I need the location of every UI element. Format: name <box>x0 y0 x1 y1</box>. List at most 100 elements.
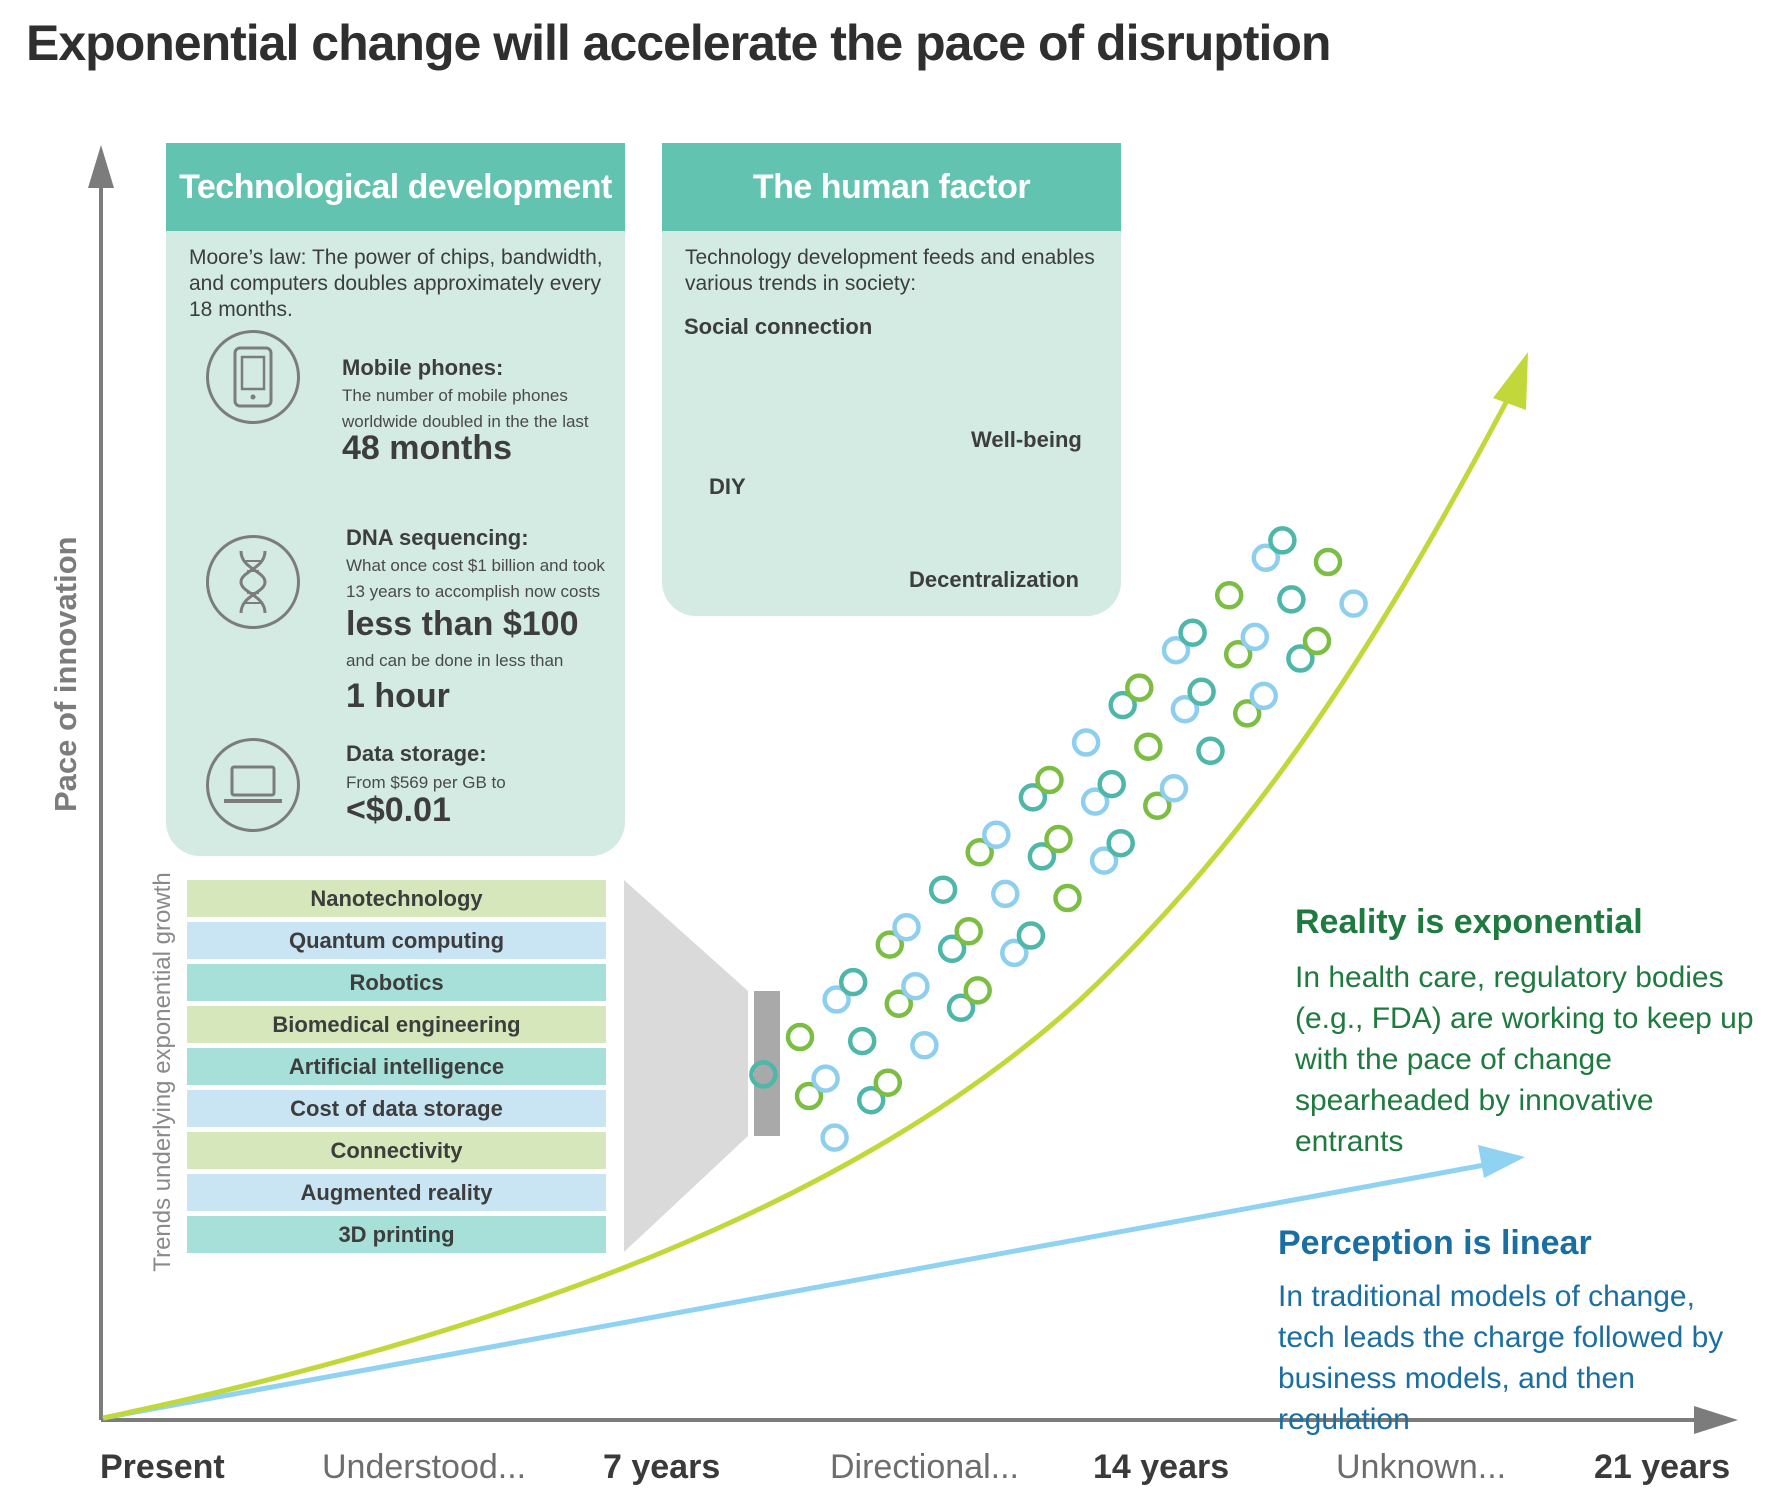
innovation-dot <box>928 875 958 904</box>
trend-row-biomedical-engineering: Biomedical engineering <box>187 1006 606 1043</box>
perception-body: In traditional models of change, tech le… <box>1278 1280 1724 1436</box>
innovation-dot <box>963 976 992 1005</box>
innovation-dot <box>1161 635 1191 665</box>
x-tick-21-years: 21 years <box>1594 1448 1731 1486</box>
innovation-dot <box>892 912 921 942</box>
trend-row-connectivity: Connectivity <box>187 1132 606 1169</box>
innovation-dot <box>749 1060 778 1089</box>
innovation-dot <box>1286 644 1315 673</box>
data-storage-value: <$0.01 <box>346 791 451 829</box>
innovation-dot <box>873 1068 903 1097</box>
innovation-dot <box>1018 783 1048 812</box>
diy-label: DIY <box>709 474 746 499</box>
innovation-dot <box>1196 736 1225 766</box>
innovation-dot <box>1277 585 1306 614</box>
y-axis-arrowhead <box>88 145 114 188</box>
trend-row-augmented-reality: Augmented reality <box>187 1174 606 1211</box>
mobile-phones-value: 48 months <box>342 429 513 467</box>
y-axis-label: Pace of innovation <box>48 536 83 812</box>
page-title: Exponential change will accelerate the p… <box>26 15 1331 71</box>
dna-text-2: and can be done in less than <box>346 651 564 670</box>
innovation-dot <box>1080 787 1110 816</box>
reality-heading: Reality is exponential <box>1295 903 1643 941</box>
trend-row-nanotechnology: Nanotechnology <box>187 880 606 917</box>
perception-line <box>102 1161 1491 1421</box>
innovation-dot <box>1302 626 1332 656</box>
innovation-dot <box>965 838 994 867</box>
innovation-dot <box>1143 791 1172 820</box>
human-factor-panel: The human factor Technology development … <box>662 143 1121 616</box>
dna-cost-value: less than $100 <box>346 605 579 643</box>
trend-row-robotics: Robotics <box>187 964 606 1001</box>
innovation-dot <box>1214 581 1244 610</box>
innovation-dot <box>1108 690 1137 720</box>
human-factor-header: The human factor <box>662 143 1121 231</box>
innovation-dot <box>1000 938 1029 968</box>
innovation-dot <box>856 1085 886 1115</box>
reality-arrowhead <box>1493 352 1528 410</box>
innovation-dot <box>838 967 868 997</box>
funnel-shape <box>624 880 748 1252</box>
innovation-dot <box>811 1064 840 1093</box>
reality-body: In health care, regulatory bodies (e.g.,… <box>1295 961 1754 1158</box>
dna-icon <box>206 535 300 629</box>
innovation-dot <box>901 971 930 1001</box>
x-tick-7-years: 7 years <box>603 1448 721 1486</box>
perception-arrowhead <box>1478 1145 1525 1178</box>
innovation-dot <box>1232 699 1262 728</box>
x-tick-directional: Directional... <box>830 1448 1019 1486</box>
innovation-dot <box>847 1026 877 1056</box>
x-tick-14-years: 14 years <box>1093 1448 1230 1486</box>
innovation-dot <box>875 930 905 959</box>
trend-row-artificial-intelligence: Artificial intelligence <box>187 1048 606 1085</box>
tech-panel-intro: Moore’s law: The power of chips, bandwid… <box>189 246 603 321</box>
innovation-dot <box>1268 526 1297 555</box>
dna-time-value: 1 hour <box>346 677 450 715</box>
innovation-dot <box>1027 842 1057 871</box>
dna-heading: DNA sequencing: <box>346 525 529 550</box>
decentralization-label: Decentralization <box>909 567 1079 592</box>
innovation-dot <box>1106 828 1135 858</box>
innovation-dot <box>937 934 967 964</box>
trend-row-cost-of-data-storage: Cost of data storage <box>187 1090 606 1127</box>
human-factor-intro: Technology development feeds and enables… <box>685 246 1095 295</box>
laptop-icon <box>206 738 300 832</box>
innovation-dot <box>1170 694 1200 724</box>
innovation-dot <box>1089 846 1119 875</box>
innovation-dot <box>785 1022 815 1052</box>
data-storage-text: From $569 per GB to <box>346 773 506 792</box>
innovation-dot <box>1159 774 1189 803</box>
wellbeing-label: Well-being <box>971 427 1082 452</box>
innovation-dot <box>1313 547 1343 577</box>
innovation-dot <box>1251 543 1281 573</box>
innovation-dot <box>946 993 976 1023</box>
mobile-phone-icon <box>206 330 300 424</box>
x-tick-present: Present <box>100 1448 225 1486</box>
mobile-phones-text: The number of mobile phones worldwide do… <box>342 386 589 431</box>
innovation-dot <box>822 985 851 1014</box>
innovation-dots <box>749 526 1368 1152</box>
innovation-dot <box>1125 673 1154 702</box>
innovation-dot <box>1187 677 1216 707</box>
data-storage-heading: Data storage: <box>346 741 487 766</box>
innovation-dot <box>982 820 1011 850</box>
innovation-dot <box>991 879 1020 909</box>
perception-heading: Perception is linear <box>1278 1224 1592 1262</box>
innovation-dot <box>794 1081 824 1111</box>
innovation-dot <box>820 1123 849 1152</box>
innovation-dot <box>884 989 914 1018</box>
innovation-dot <box>910 1031 939 1060</box>
innovation-dot <box>1097 769 1126 799</box>
innovation-dot <box>1249 681 1279 711</box>
innovation-dot <box>1134 732 1163 761</box>
trends-caption: Trends underlying exponential growth <box>149 872 176 1272</box>
innovation-dot <box>1071 728 1101 757</box>
trend-row-quantum-computing: Quantum computing <box>187 922 606 959</box>
innovation-dot <box>1035 765 1064 795</box>
x-tick-understood: Understood... <box>322 1448 527 1486</box>
innovation-dot <box>1178 618 1207 647</box>
innovation-dot <box>954 917 983 946</box>
innovation-dot <box>1044 824 1073 854</box>
tech-panel-header: Technological development <box>166 143 625 231</box>
